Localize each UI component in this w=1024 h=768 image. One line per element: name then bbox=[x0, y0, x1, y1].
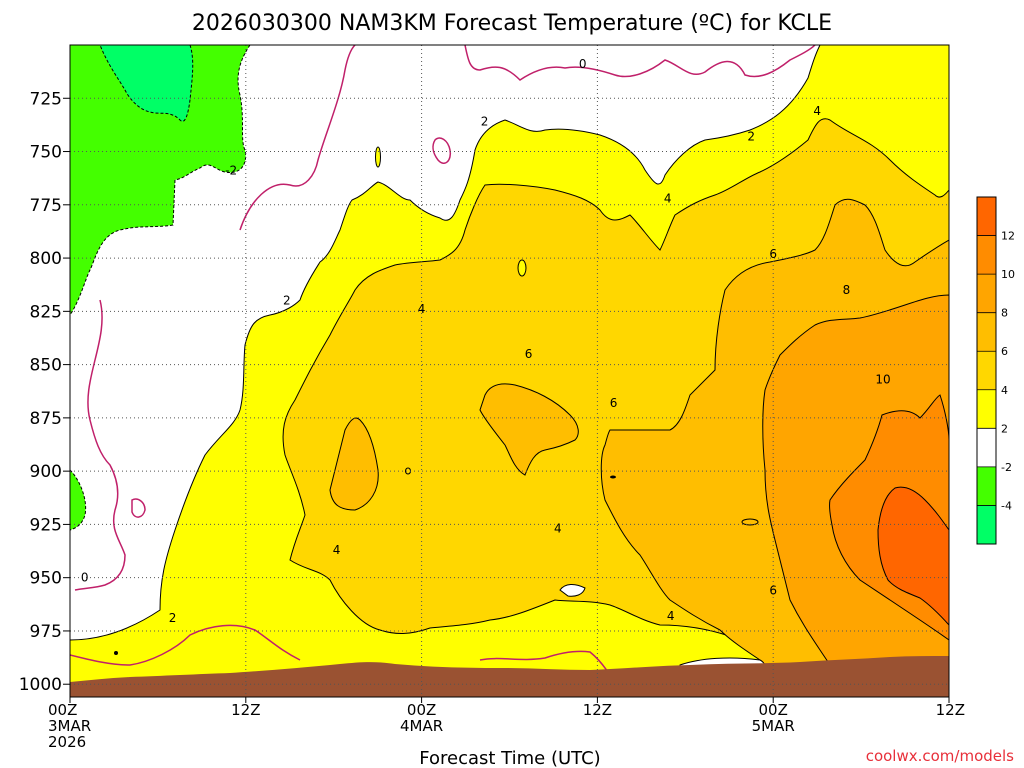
y-tick-label: 950 bbox=[30, 569, 62, 589]
zero-contour-upper bbox=[239, 45, 816, 231]
x-tick-label: 5MAR bbox=[752, 717, 795, 735]
colorbar-frame bbox=[976, 196, 997, 545]
x-axis-title: Forecast Time (UTC) bbox=[419, 748, 600, 768]
y-tick-label: 750 bbox=[30, 143, 62, 163]
colorbar-label: 6 bbox=[1001, 345, 1008, 358]
x-tick-label: 2026 bbox=[48, 733, 86, 751]
colorbar-label: 10 bbox=[1001, 268, 1015, 281]
contour-spot-6 bbox=[610, 475, 616, 479]
x-tick-label: 00Z bbox=[48, 701, 77, 719]
colorbar-label: 8 bbox=[1001, 307, 1008, 320]
colorbar-label: -4 bbox=[1001, 499, 1012, 512]
plot-frame bbox=[69, 44, 950, 698]
contour-label: 10 bbox=[875, 373, 890, 387]
y-tick-label: 775 bbox=[30, 196, 62, 216]
contour-label: 4 bbox=[664, 191, 672, 205]
colorbar-label: -2 bbox=[1001, 461, 1012, 474]
colorbar-bin bbox=[977, 428, 996, 467]
contour-label: 4 bbox=[554, 522, 562, 536]
y-tick-label: 975 bbox=[30, 622, 62, 642]
zero-contour-small-2 bbox=[131, 498, 146, 518]
band-neg4-to-neg2 bbox=[70, 45, 251, 316]
chart-title: 2026030300 NAM3KM Forecast Temperature (… bbox=[192, 11, 832, 36]
y-tick-label: 925 bbox=[30, 515, 62, 535]
colorbar-label: 4 bbox=[1001, 384, 1008, 397]
white-pocket-1 bbox=[559, 584, 586, 597]
x-tick-label: 00Z bbox=[407, 701, 436, 719]
colorbar-bin bbox=[977, 235, 996, 275]
contour-label: 6 bbox=[769, 247, 777, 261]
y-tick-label: 825 bbox=[30, 302, 62, 322]
colorbar-bin bbox=[977, 197, 996, 236]
colorbar-label: 12 bbox=[1001, 230, 1015, 243]
contour-label: 0 bbox=[579, 57, 587, 71]
colorbar-bin bbox=[977, 351, 996, 390]
colorbar-label: 2 bbox=[1001, 422, 1008, 435]
colorbar-bin bbox=[977, 389, 996, 429]
zero-contour-lower bbox=[70, 624, 609, 673]
band-neg4-patch-left bbox=[70, 469, 87, 531]
band-neg6-to-neg4 bbox=[99, 45, 194, 122]
x-tick-label: 12Z bbox=[231, 701, 260, 719]
contour-label: 0 bbox=[81, 571, 89, 585]
y-tick-label: 875 bbox=[30, 409, 62, 429]
plot-area bbox=[70, 45, 949, 697]
zero-contour-left bbox=[74, 299, 126, 591]
x-tick-label: 3MAR bbox=[48, 717, 91, 735]
zero-contour-small-1 bbox=[432, 137, 452, 164]
contour-label: 4 bbox=[333, 543, 341, 557]
contour-label: 6 bbox=[769, 583, 777, 597]
contour-label: 8 bbox=[843, 283, 851, 297]
y-tick-label: 1000 bbox=[19, 675, 62, 695]
contour-labels: 0 0 -2 2 2 2 2 4 4 4 4 4 4 6 6 6 6 8 10 bbox=[81, 57, 891, 625]
x-tick-label: 4MAR bbox=[400, 717, 443, 735]
contour-spot-4 bbox=[375, 146, 381, 168]
colorbar-bin bbox=[977, 274, 996, 313]
contour-label: 6 bbox=[610, 396, 618, 410]
contour-label: 2 bbox=[481, 115, 489, 129]
contour-label: 2 bbox=[169, 611, 177, 625]
contour-spot-5 bbox=[741, 518, 759, 526]
contour-label: 2 bbox=[283, 294, 291, 308]
contour-label: 4 bbox=[418, 302, 426, 316]
contour-label: 4 bbox=[813, 104, 821, 118]
y-tick-label: 850 bbox=[30, 356, 62, 376]
band-12-to-14 bbox=[877, 486, 949, 626]
x-tick-label: 12Z bbox=[936, 701, 965, 719]
y-tick-label: 800 bbox=[30, 249, 62, 269]
terrain bbox=[70, 656, 949, 697]
x-tick-label: 00Z bbox=[759, 701, 788, 719]
credit-text: coolwx.com/models bbox=[866, 747, 1014, 765]
colorbar-bin bbox=[977, 505, 996, 544]
gridlines bbox=[70, 45, 949, 697]
colorbar-bin bbox=[977, 466, 996, 506]
contour-label: 2 bbox=[747, 130, 755, 144]
contour-label: 4 bbox=[667, 609, 675, 623]
colorbar-bin bbox=[977, 312, 996, 352]
y-tick-label: 900 bbox=[30, 462, 62, 482]
x-tick-label: 12Z bbox=[583, 701, 612, 719]
colorbar: 12 10 8 6 4 2 -2 -4 bbox=[976, 196, 1015, 545]
contour-label: -2 bbox=[225, 164, 237, 178]
y-tick-label: 725 bbox=[30, 89, 62, 109]
contour-label: 6 bbox=[525, 347, 533, 361]
y-axis: 725 750 775 800 825 850 875 900 925 950 975 1000 bbox=[19, 89, 70, 695]
contour-spot-1 bbox=[114, 651, 118, 655]
contour-spot-3 bbox=[517, 259, 527, 277]
